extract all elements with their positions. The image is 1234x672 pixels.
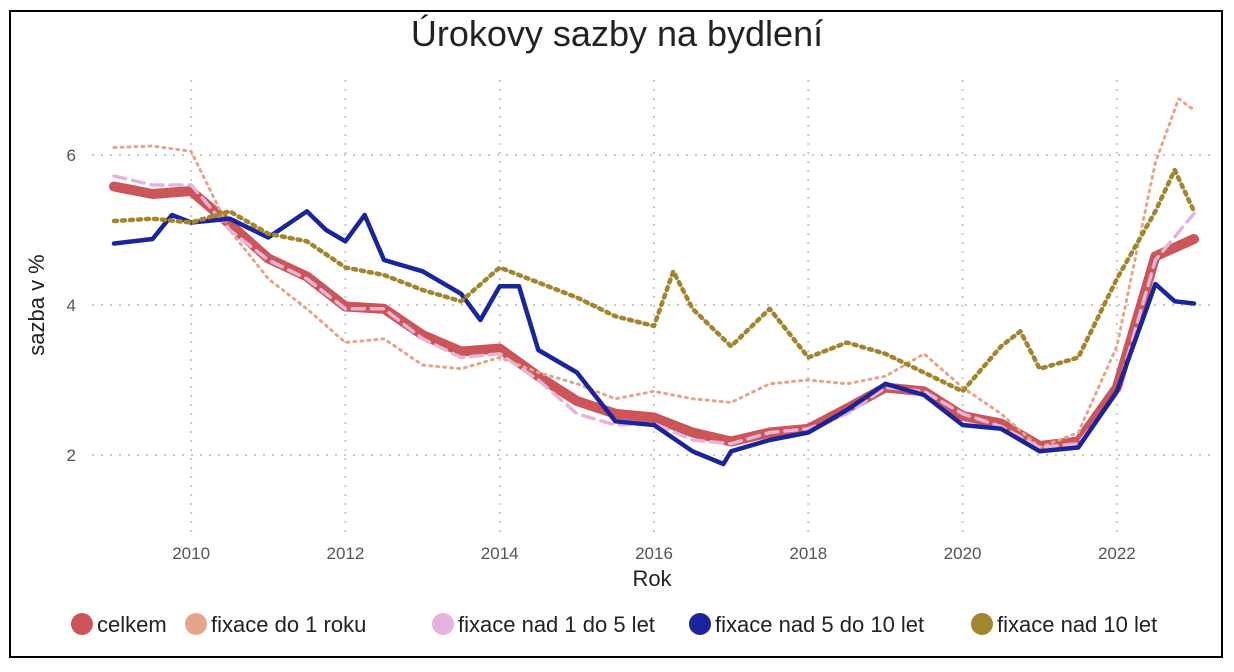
x-tick-label-2014: 2014 [481, 544, 519, 563]
legend-swatch-3 [689, 613, 711, 635]
x-tick-label-2016: 2016 [635, 544, 673, 563]
y-axis-title: sazba v % [24, 254, 49, 356]
series-line-4 [111, 167, 1197, 394]
legend: celkem fixace do 1 roku fixace nad 1 do 5 … [71, 612, 1157, 637]
legend-label-3: fixace nad 5 do 10 let [715, 612, 924, 637]
legend-label-2: fixace nad 1 do 5 let [458, 612, 655, 637]
x-tick-label-2010: 2010 [172, 544, 210, 563]
y-tick-label-4: 4 [67, 296, 76, 315]
legend-swatch-0 [71, 613, 93, 635]
chart-frame [9, 10, 1223, 658]
x-tick-label-2020: 2020 [944, 544, 982, 563]
grid [92, 80, 1212, 532]
series-line-3 [111, 209, 1197, 467]
chart-title: Úrokovy sazby na bydlení [411, 13, 823, 54]
x-tick-label-2022: 2022 [1098, 544, 1136, 563]
series-line-1 [112, 97, 1196, 449]
x-axis-title: Rok [632, 566, 672, 591]
series-lines [109, 97, 1199, 467]
x-tick-label-2018: 2018 [789, 544, 827, 563]
legend-swatch-2 [432, 613, 454, 635]
x-tick-label-2012: 2012 [327, 544, 365, 563]
legend-swatch-1 [185, 613, 207, 635]
legend-label-0: celkem [97, 612, 167, 637]
series-line-0 [109, 181, 1199, 451]
legend-swatch-4 [971, 613, 993, 635]
legend-label-4: fixace nad 10 let [997, 612, 1157, 637]
axis-ticks: 2 4 6 2010 2012 2014 2016 2018 2020 2022 [67, 146, 1136, 563]
y-tick-label-2: 2 [67, 446, 76, 465]
y-tick-label-6: 6 [67, 146, 76, 165]
series-line-2 [112, 174, 1196, 450]
legend-label-1: fixace do 1 roku [211, 612, 366, 637]
